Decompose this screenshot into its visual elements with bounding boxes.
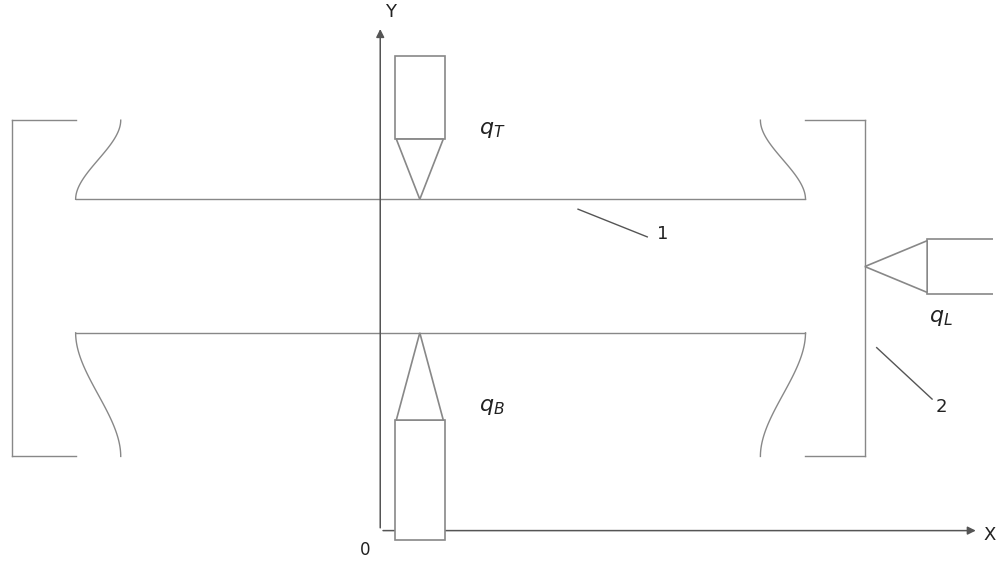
Polygon shape: [927, 239, 1000, 294]
Polygon shape: [395, 56, 445, 139]
Text: $q_B$: $q_B$: [479, 397, 505, 417]
Text: X: X: [984, 525, 996, 543]
Text: 1: 1: [657, 225, 669, 243]
Text: 2: 2: [936, 398, 948, 416]
Polygon shape: [396, 139, 443, 199]
Polygon shape: [865, 240, 927, 292]
Polygon shape: [395, 420, 445, 541]
Polygon shape: [396, 333, 443, 420]
Text: Y: Y: [385, 4, 396, 21]
Text: $q_L$: $q_L$: [929, 308, 953, 328]
Text: 0: 0: [360, 541, 371, 559]
Text: $q_T$: $q_T$: [479, 120, 506, 140]
